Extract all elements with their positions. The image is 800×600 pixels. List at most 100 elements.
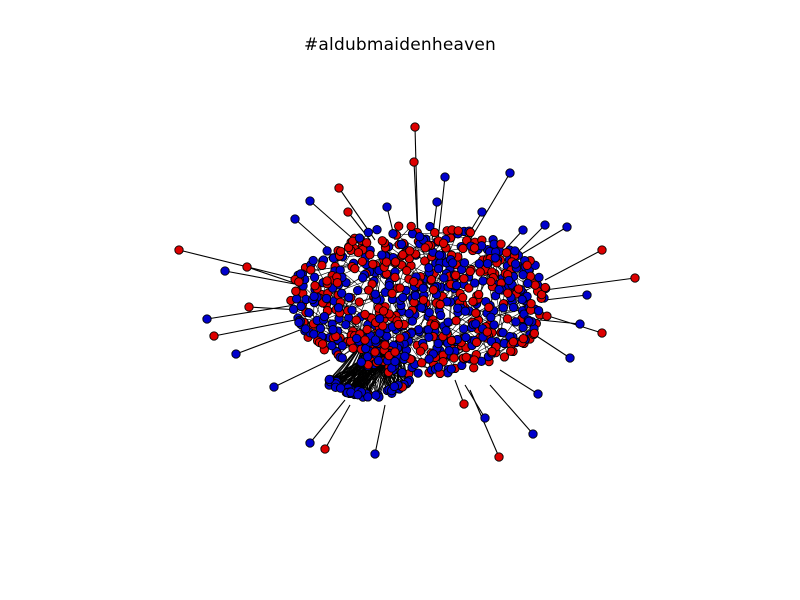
- graph-node: [417, 358, 427, 368]
- graph-node: [390, 257, 401, 267]
- graph-node: [486, 276, 496, 287]
- graph-edge: [519, 226, 568, 256]
- graph-node: [337, 288, 347, 298]
- graph-nodes: [174, 122, 640, 462]
- graph-edge: [224, 270, 301, 286]
- graph-edge: [178, 249, 301, 281]
- graph-node: [322, 276, 332, 286]
- graph-node: [498, 303, 508, 313]
- graph-node: [501, 248, 512, 258]
- graph-node: [484, 302, 494, 313]
- graph-node: [357, 256, 367, 267]
- graph-node: [378, 306, 389, 316]
- graph-node: [308, 255, 318, 266]
- graph-node: [362, 238, 372, 248]
- graph-node: [471, 337, 482, 348]
- graph-node: [348, 343, 358, 353]
- graph-node: [370, 335, 381, 345]
- graph-node: [351, 333, 362, 344]
- graph-node: [350, 263, 360, 274]
- graph-node: [435, 299, 445, 310]
- figure-title: #aldubmaidenheaven: [303, 35, 496, 55]
- graph-node: [309, 291, 319, 302]
- graph-node: [482, 327, 492, 337]
- graph-node: [375, 314, 385, 324]
- graph-node: [523, 278, 533, 289]
- graph-node: [321, 293, 332, 304]
- graph-edge: [213, 319, 296, 337]
- graph-node: [320, 444, 330, 454]
- graph-edge: [309, 399, 346, 444]
- graph-edge: [499, 369, 539, 395]
- graph-edge: [413, 161, 419, 241]
- graph-node: [362, 324, 372, 335]
- graph-node: [387, 288, 397, 299]
- graph-node: [453, 226, 463, 236]
- graph-edge: [324, 404, 351, 450]
- graph-node: [465, 266, 475, 277]
- graph-node: [377, 250, 387, 260]
- graph-node: [341, 320, 351, 330]
- graph-node: [471, 308, 481, 318]
- graph-node: [407, 316, 418, 326]
- graph-edge: [464, 384, 486, 419]
- graph-node: [506, 346, 516, 356]
- graph-node: [425, 221, 435, 232]
- graph-edge: [469, 172, 511, 241]
- graph-edge: [489, 384, 534, 435]
- graph-node: [353, 390, 363, 400]
- graph-node: [436, 310, 446, 321]
- graph-node: [404, 308, 414, 319]
- graph-node: [269, 382, 279, 392]
- graph-edge: [246, 266, 301, 286]
- graph-node: [317, 260, 327, 271]
- graph-node: [443, 317, 453, 327]
- graph-node: [317, 339, 328, 349]
- graph-node: [474, 259, 484, 269]
- graph-node: [389, 381, 400, 392]
- graph-node: [494, 452, 504, 462]
- graph-node: [337, 341, 347, 351]
- graph-node: [304, 308, 314, 318]
- graph-node: [540, 220, 550, 230]
- graph-node: [397, 367, 407, 378]
- graph-node: [384, 281, 394, 291]
- graph-node: [305, 438, 315, 448]
- graph-node: [360, 309, 370, 320]
- graph-node: [534, 272, 544, 283]
- graph-node: [242, 262, 252, 272]
- graph-node: [526, 298, 536, 309]
- graph-node: [430, 227, 440, 238]
- graph-node: [502, 314, 513, 324]
- graph-node: [469, 363, 479, 373]
- graph-node: [371, 390, 381, 400]
- graph-node: [296, 269, 306, 279]
- graph-node: [511, 317, 521, 327]
- graph-node: [409, 276, 419, 287]
- graph-node: [382, 202, 392, 212]
- graph-edge: [544, 277, 636, 291]
- graph-node: [296, 301, 306, 312]
- graph-node: [395, 283, 405, 293]
- graph-node: [540, 282, 550, 293]
- graph-node: [351, 315, 361, 325]
- graph-node: [322, 246, 332, 256]
- graph-edge: [273, 359, 331, 388]
- graph-node: [372, 225, 382, 235]
- graph-node: [405, 246, 415, 256]
- graph-node: [508, 302, 519, 313]
- graph-node: [380, 340, 390, 350]
- graph-node: [291, 286, 301, 296]
- graph-node: [305, 196, 315, 206]
- graph-node: [518, 270, 528, 280]
- graph-node: [370, 347, 380, 357]
- graph-node: [446, 364, 456, 374]
- graph-node: [597, 328, 607, 338]
- graph-node: [453, 303, 463, 313]
- graph-node: [424, 332, 434, 342]
- graph-node: [468, 296, 478, 307]
- graph-node: [395, 333, 405, 343]
- graph-node: [424, 354, 434, 364]
- graph-node: [529, 328, 540, 339]
- graph-node: [388, 229, 398, 239]
